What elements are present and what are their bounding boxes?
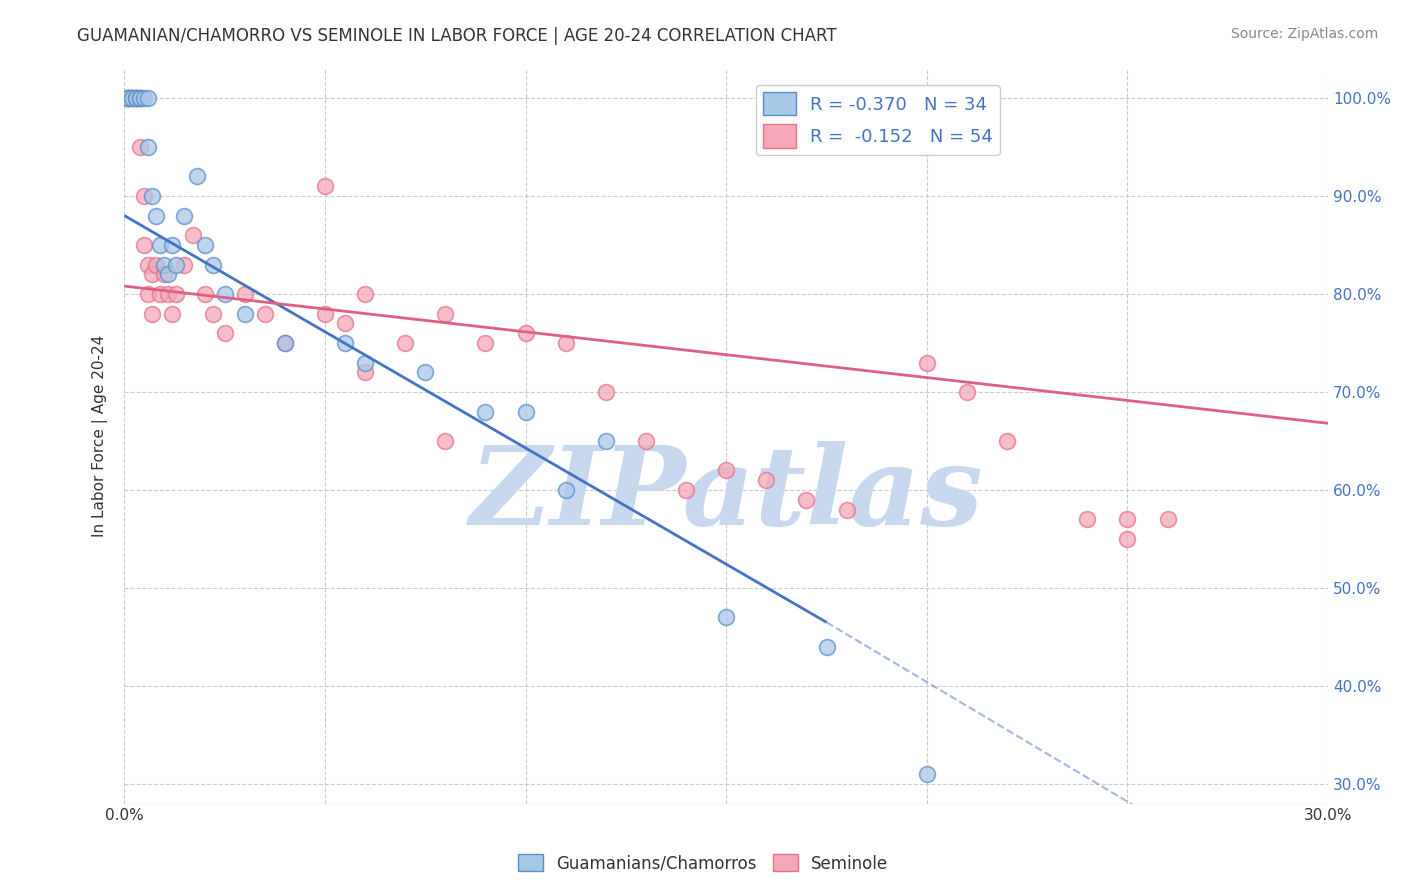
Point xyxy=(186,169,208,184)
Point xyxy=(121,91,143,105)
Point xyxy=(835,502,858,516)
Point xyxy=(141,268,163,282)
Legend: R = -0.370   N = 34, R =  -0.152   N = 54: R = -0.370 N = 34, R = -0.152 N = 54 xyxy=(756,85,1000,155)
Point xyxy=(1076,512,1098,526)
Point xyxy=(193,238,215,252)
Point xyxy=(153,258,176,272)
Point xyxy=(141,307,163,321)
Point xyxy=(354,355,377,369)
Point xyxy=(129,91,152,105)
Point xyxy=(201,258,224,272)
Point xyxy=(166,258,188,272)
Point xyxy=(354,287,377,301)
Point xyxy=(253,307,276,321)
Point xyxy=(138,287,160,301)
Point xyxy=(134,189,156,203)
Point xyxy=(129,140,152,154)
Point xyxy=(173,258,195,272)
Point xyxy=(153,268,176,282)
Point xyxy=(333,317,356,331)
Point xyxy=(915,355,938,369)
Point xyxy=(233,307,256,321)
Point xyxy=(554,483,576,497)
Point xyxy=(149,238,172,252)
Point xyxy=(129,91,152,105)
Point xyxy=(413,365,436,379)
Point xyxy=(125,91,148,105)
Point xyxy=(201,307,224,321)
Point xyxy=(716,463,738,477)
Point xyxy=(796,492,818,507)
Point xyxy=(314,179,336,194)
Point xyxy=(474,404,496,418)
Point xyxy=(162,238,184,252)
Point xyxy=(675,483,697,497)
Point xyxy=(125,91,148,105)
Point xyxy=(138,140,160,154)
Point xyxy=(145,258,167,272)
Point xyxy=(117,91,139,105)
Point xyxy=(233,287,256,301)
Point xyxy=(117,91,139,105)
Point xyxy=(515,326,537,340)
Point xyxy=(138,91,160,105)
Point xyxy=(145,209,167,223)
Point xyxy=(125,91,148,105)
Point xyxy=(157,268,180,282)
Point xyxy=(434,307,457,321)
Point xyxy=(394,335,416,350)
Point xyxy=(125,91,148,105)
Point xyxy=(121,91,143,105)
Point xyxy=(162,307,184,321)
Point xyxy=(815,640,838,654)
Point xyxy=(214,287,236,301)
Point xyxy=(138,258,160,272)
Point xyxy=(595,434,617,448)
Point xyxy=(214,326,236,340)
Point xyxy=(314,307,336,321)
Point xyxy=(121,91,143,105)
Point xyxy=(1116,512,1139,526)
Point xyxy=(117,91,139,105)
Point xyxy=(595,384,617,399)
Point xyxy=(333,335,356,350)
Legend: Guamanians/Chamorros, Seminole: Guamanians/Chamorros, Seminole xyxy=(510,847,896,880)
Text: ZIPatlas: ZIPatlas xyxy=(470,442,983,549)
Point xyxy=(716,610,738,624)
Point xyxy=(274,335,297,350)
Point xyxy=(1156,512,1178,526)
Text: GUAMANIAN/CHAMORRO VS SEMINOLE IN LABOR FORCE | AGE 20-24 CORRELATION CHART: GUAMANIAN/CHAMORRO VS SEMINOLE IN LABOR … xyxy=(77,27,837,45)
Point xyxy=(515,404,537,418)
Point xyxy=(157,287,180,301)
Point xyxy=(434,434,457,448)
Point xyxy=(1116,532,1139,546)
Point xyxy=(995,434,1018,448)
Point xyxy=(166,287,188,301)
Point xyxy=(181,228,204,243)
Point xyxy=(117,91,139,105)
Point xyxy=(915,767,938,781)
Point xyxy=(117,91,139,105)
Point xyxy=(474,335,496,350)
Y-axis label: In Labor Force | Age 20-24: In Labor Force | Age 20-24 xyxy=(93,334,108,537)
Point xyxy=(755,473,778,487)
Point xyxy=(149,287,172,301)
Point xyxy=(956,384,979,399)
Point xyxy=(134,91,156,105)
Text: Source: ZipAtlas.com: Source: ZipAtlas.com xyxy=(1230,27,1378,41)
Point xyxy=(354,365,377,379)
Point xyxy=(173,209,195,223)
Point xyxy=(193,287,215,301)
Point xyxy=(134,238,156,252)
Point xyxy=(129,91,152,105)
Point xyxy=(634,434,657,448)
Point xyxy=(554,335,576,350)
Point xyxy=(274,335,297,350)
Point xyxy=(141,189,163,203)
